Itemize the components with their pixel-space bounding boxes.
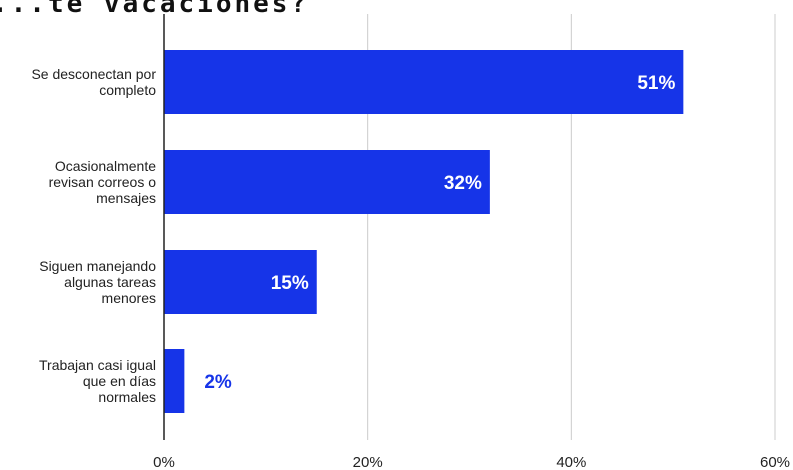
x-tick-label: 20% bbox=[353, 454, 383, 470]
category-label: Trabajan casi igual que en días normales bbox=[39, 357, 156, 405]
category-label-line: que en días bbox=[83, 373, 156, 389]
category-label-line: menores bbox=[102, 290, 156, 306]
category-label-line: Ocasionalmente bbox=[55, 158, 156, 174]
category-label-line: normales bbox=[98, 389, 156, 405]
category-label-line: Siguen manejando bbox=[39, 258, 156, 274]
chart-title: ...te vacaciones? bbox=[0, 0, 309, 19]
category-label-line: revisan correos o bbox=[49, 174, 157, 190]
category-label: Ocasionalmente revisan correos o mensajes bbox=[49, 158, 157, 206]
category-label: Siguen manejando algunas tareas menores bbox=[39, 258, 156, 306]
bar-value-label: 51% bbox=[637, 73, 675, 94]
category-label-line: Se desconectan por bbox=[31, 66, 156, 82]
category-label: Se desconectan por completo bbox=[31, 66, 156, 98]
bar bbox=[164, 349, 185, 413]
bar-value-label: 32% bbox=[444, 173, 482, 194]
x-tick-labels: 0% 20% 40% 60% bbox=[153, 454, 790, 470]
category-label-line: Trabajan casi igual bbox=[39, 357, 156, 373]
bar-value-label: 2% bbox=[204, 372, 232, 393]
bar bbox=[164, 50, 684, 114]
category-label-line: algunas tareas bbox=[64, 274, 156, 290]
bar bbox=[164, 250, 317, 314]
x-tick-label: 40% bbox=[556, 454, 586, 470]
bar-value-label: 15% bbox=[271, 273, 309, 294]
category-label-line: completo bbox=[99, 82, 156, 98]
category-label-line: mensajes bbox=[96, 190, 156, 206]
x-tick-label: 0% bbox=[153, 454, 175, 470]
bar bbox=[164, 150, 490, 214]
category-labels: Se desconectan por completo Ocasionalmente… bbox=[31, 66, 156, 405]
bars: 51% 32% 15% 2% bbox=[164, 50, 684, 413]
x-tick-label: 60% bbox=[760, 454, 790, 470]
